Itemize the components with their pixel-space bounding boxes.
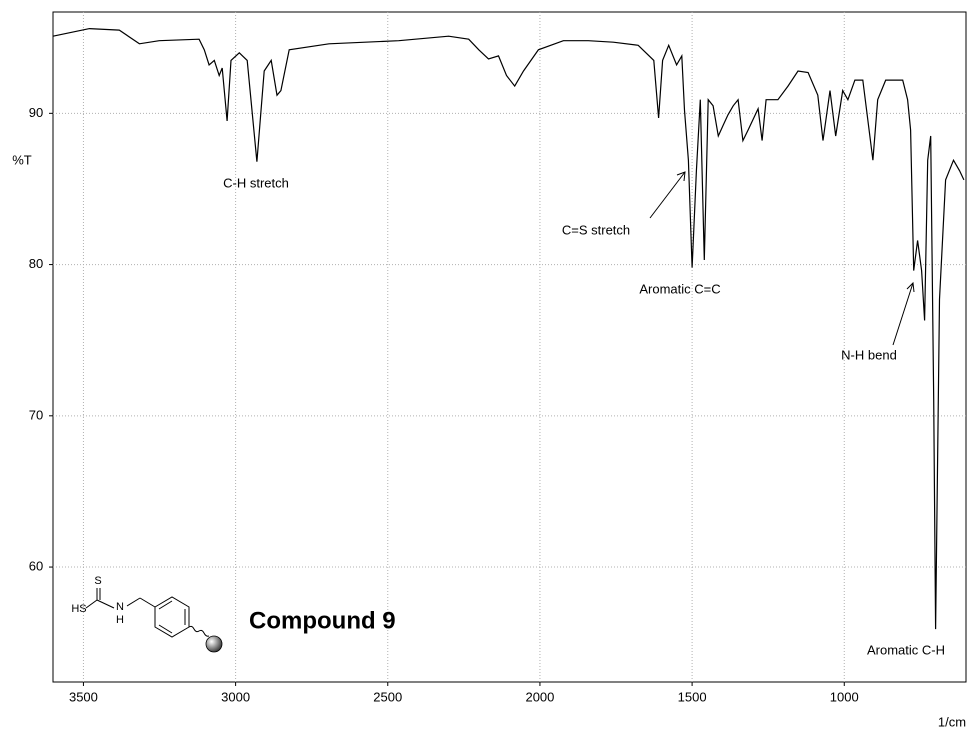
resin-bead bbox=[205, 635, 223, 653]
compound-label: Compound 9 bbox=[249, 607, 396, 634]
x-axis-label: 1/cm bbox=[938, 714, 966, 729]
annotation: Aromatic C=C bbox=[639, 281, 720, 296]
atom-label: H bbox=[116, 614, 124, 626]
molecule bbox=[85, 588, 210, 638]
plot-frame bbox=[52, 11, 967, 683]
x-tick-label: 1000 bbox=[830, 689, 859, 704]
arrow-head bbox=[906, 281, 915, 293]
annotation: Aromatic C-H bbox=[867, 642, 945, 657]
arrow-head bbox=[676, 171, 686, 182]
annotation: C=S stretch bbox=[562, 222, 630, 237]
atom-label: N bbox=[116, 601, 124, 613]
y-axis-label: %T bbox=[12, 152, 32, 167]
arrow bbox=[892, 282, 914, 346]
y-tick-label: 80 bbox=[29, 256, 43, 271]
y-tick-label: 90 bbox=[29, 105, 43, 120]
y-tick-label: 60 bbox=[29, 558, 43, 573]
x-tick-label: 3000 bbox=[221, 689, 250, 704]
atom-label: HS bbox=[71, 603, 86, 615]
annotation: N-H bend bbox=[841, 347, 897, 362]
annotation-arrows bbox=[649, 171, 915, 346]
annotation: C-H stretch bbox=[223, 175, 289, 190]
x-tick-label: 3500 bbox=[69, 689, 98, 704]
x-tick-label: 1500 bbox=[678, 689, 707, 704]
spectrum-line bbox=[52, 27, 965, 630]
x-tick-label: 2500 bbox=[373, 689, 402, 704]
y-tick-label: 70 bbox=[29, 407, 43, 422]
arrow bbox=[649, 171, 686, 219]
x-tick-label: 2000 bbox=[525, 689, 554, 704]
atom-label: S bbox=[94, 575, 101, 587]
